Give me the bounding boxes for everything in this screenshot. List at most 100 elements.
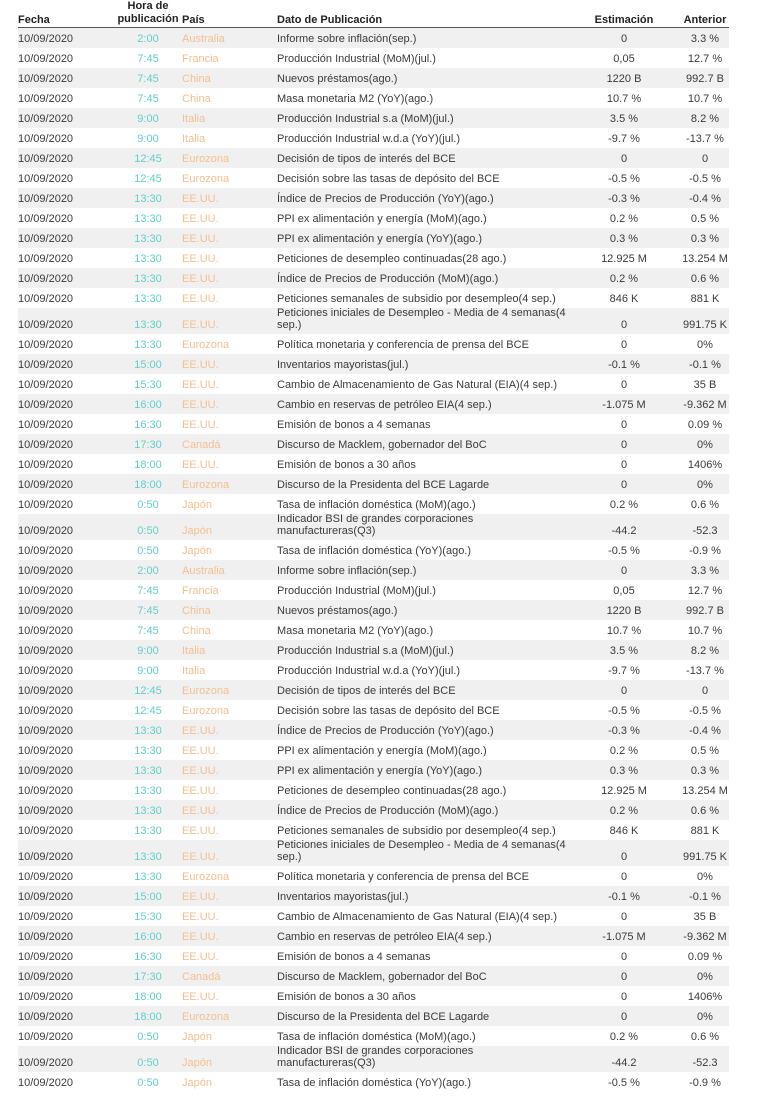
previous-cell: 0% bbox=[697, 479, 713, 491]
date-cell: 10/09/2020 bbox=[18, 359, 74, 371]
country-cell: Australia bbox=[182, 33, 225, 45]
table-row: 10/09/2020 9:00 Italia Producción Industria… bbox=[18, 128, 729, 148]
description-cell: Producción Industrial (MoM)(jul.) bbox=[277, 585, 436, 597]
description-cell: Inventarios mayoristas(jul.) bbox=[277, 359, 409, 371]
time-cell: 9:00 bbox=[137, 133, 159, 145]
previous-cell: 992.7 B bbox=[686, 73, 724, 85]
table-row: 10/09/2020 13:30 EE.UU. Índice de Precios d… bbox=[18, 720, 729, 740]
date-cell: 10/09/2020 bbox=[18, 293, 74, 305]
estimate-cell: 0.2 % bbox=[609, 745, 639, 757]
description-cell: Producción Industrial w.d.a (YoY)(jul.) bbox=[277, 133, 461, 145]
header-description: Dato de Publicación bbox=[277, 14, 383, 26]
country-cell: Eurozona bbox=[182, 153, 230, 165]
estimate-cell: 1220 B bbox=[606, 73, 642, 85]
table-row: 10/09/2020 9:00 Italia Producción Industria… bbox=[18, 640, 729, 660]
estimate-cell: -0.5 % bbox=[608, 173, 640, 185]
description-cell: Peticiones de desempleo continuadas(28 a… bbox=[277, 785, 507, 797]
estimate-cell: -44.2 bbox=[611, 1057, 637, 1069]
description-cell: Nuevos préstamos(ago.) bbox=[277, 73, 398, 85]
country-cell: Australia bbox=[182, 565, 225, 577]
estimate-cell: 0 bbox=[620, 1011, 628, 1023]
previous-cell: 992.7 B bbox=[686, 605, 724, 617]
estimate-cell: 0 bbox=[620, 319, 628, 331]
time-cell: 2:00 bbox=[137, 565, 159, 577]
date-cell: 10/09/2020 bbox=[18, 685, 74, 697]
country-cell: Canadá bbox=[182, 439, 221, 451]
previous-cell: 0.6 % bbox=[690, 805, 720, 817]
header-country: País bbox=[182, 14, 205, 26]
description-cell: Índice de Precios de Producción (MoM)(ag… bbox=[277, 805, 499, 817]
description-cell: Cambio de Almacenamiento de Gas Natural … bbox=[277, 379, 558, 391]
estimate-cell: -9.7 % bbox=[608, 665, 640, 677]
date-cell: 10/09/2020 bbox=[18, 53, 74, 65]
table-row: 10/09/2020 13:30 EE.UU. Índice de Precios d… bbox=[18, 188, 729, 208]
date-cell: 10/09/2020 bbox=[18, 33, 74, 45]
date-cell: 10/09/2020 bbox=[18, 153, 74, 165]
time-cell: 13:30 bbox=[134, 339, 162, 351]
header-estimate: Estimación bbox=[594, 14, 654, 26]
time-cell: 7:45 bbox=[137, 605, 159, 617]
description-cell: Discurso de Macklem, gobernador del BoC bbox=[277, 439, 487, 451]
table-row: 10/09/2020 13:30 EE.UU. PPI ex alimentación… bbox=[18, 740, 729, 760]
country-cell: Italia bbox=[182, 113, 206, 125]
country-cell: EE.UU. bbox=[182, 785, 219, 797]
description-cell: Decisión de tipos de interés del BCE bbox=[277, 685, 456, 697]
estimate-cell: 1220 B bbox=[606, 605, 642, 617]
date-cell: 10/09/2020 bbox=[18, 805, 74, 817]
time-cell: 13:30 bbox=[134, 233, 162, 245]
table-row: 10/09/2020 9:00 Italia Producción Industria… bbox=[18, 108, 729, 128]
date-cell: 10/09/2020 bbox=[18, 233, 74, 245]
description-cell: Indicador BSI de grandes corporaciones m… bbox=[277, 1045, 474, 1069]
description-cell: Nuevos préstamos(ago.) bbox=[277, 605, 398, 617]
date-cell: 10/09/2020 bbox=[18, 991, 74, 1003]
time-cell: 9:00 bbox=[137, 645, 159, 657]
description-cell: Tasa de inflación doméstica (MoM)(ago.) bbox=[277, 499, 476, 511]
time-cell: 0:50 bbox=[137, 1077, 159, 1089]
previous-cell: 35 B bbox=[693, 911, 717, 923]
country-cell: Italia bbox=[182, 645, 206, 657]
description-cell: Peticiones semanales de subsidio por des… bbox=[277, 293, 556, 305]
time-cell: 7:45 bbox=[137, 625, 159, 637]
estimate-cell: 0.3 % bbox=[609, 765, 639, 777]
previous-cell: 1406% bbox=[687, 459, 723, 471]
date-cell: 10/09/2020 bbox=[18, 625, 74, 637]
estimate-cell: 0 bbox=[620, 871, 628, 883]
time-cell: 13:30 bbox=[134, 871, 162, 883]
date-cell: 10/09/2020 bbox=[18, 911, 74, 923]
description-cell: PPI ex alimentación y energía (MoM)(ago.… bbox=[277, 213, 487, 225]
estimate-cell: -44.2 bbox=[611, 525, 637, 537]
date-cell: 10/09/2020 bbox=[18, 319, 74, 331]
time-cell: 16:00 bbox=[134, 399, 162, 411]
previous-cell: 0.3 % bbox=[690, 765, 720, 777]
description-cell: Discurso de la Presidenta del BCE Lagard… bbox=[277, 1011, 490, 1023]
previous-cell: 35 B bbox=[693, 379, 717, 391]
time-cell: 13:30 bbox=[134, 319, 162, 331]
estimate-cell: -9.7 % bbox=[608, 133, 640, 145]
table-row: 10/09/2020 18:00 Eurozona Discurso de la Pr… bbox=[18, 1006, 729, 1026]
date-cell: 10/09/2020 bbox=[18, 73, 74, 85]
estimate-cell: -0.3 % bbox=[608, 725, 640, 737]
date-cell: 10/09/2020 bbox=[18, 273, 74, 285]
previous-cell: -13.7 % bbox=[686, 665, 724, 677]
time-cell: 16:30 bbox=[134, 951, 162, 963]
table-row: 10/09/2020 13:30 EE.UU. Peticiones iniciale… bbox=[18, 307, 729, 334]
date-cell: 10/09/2020 bbox=[18, 419, 74, 431]
previous-cell: 0% bbox=[697, 439, 713, 451]
table-row: 10/09/2020 18:00 EE.UU. Emisión de bonos a … bbox=[18, 454, 729, 474]
table-row: 10/09/2020 15:30 EE.UU. Cambio de Almacenam… bbox=[18, 374, 729, 394]
estimate-cell: 0.2 % bbox=[609, 273, 639, 285]
table-row: 10/09/2020 12:45 Eurozona Decisión de tipos… bbox=[18, 680, 729, 700]
country-cell: China bbox=[182, 605, 211, 617]
date-cell: 10/09/2020 bbox=[18, 479, 74, 491]
previous-cell: 0.09 % bbox=[687, 951, 723, 963]
estimate-cell: -1.075 M bbox=[602, 399, 646, 411]
estimate-cell: 12.925 M bbox=[601, 253, 647, 265]
time-cell: 18:00 bbox=[134, 991, 162, 1003]
description-cell: Discurso de Macklem, gobernador del BoC bbox=[277, 971, 487, 983]
estimate-cell: 0.2 % bbox=[609, 805, 639, 817]
previous-cell: 881 K bbox=[690, 825, 720, 837]
country-cell: EE.UU. bbox=[182, 725, 219, 737]
table-row: 10/09/2020 15:30 EE.UU. Cambio de Almacenam… bbox=[18, 906, 729, 926]
time-cell: 16:30 bbox=[134, 419, 162, 431]
time-cell: 13:30 bbox=[134, 293, 162, 305]
